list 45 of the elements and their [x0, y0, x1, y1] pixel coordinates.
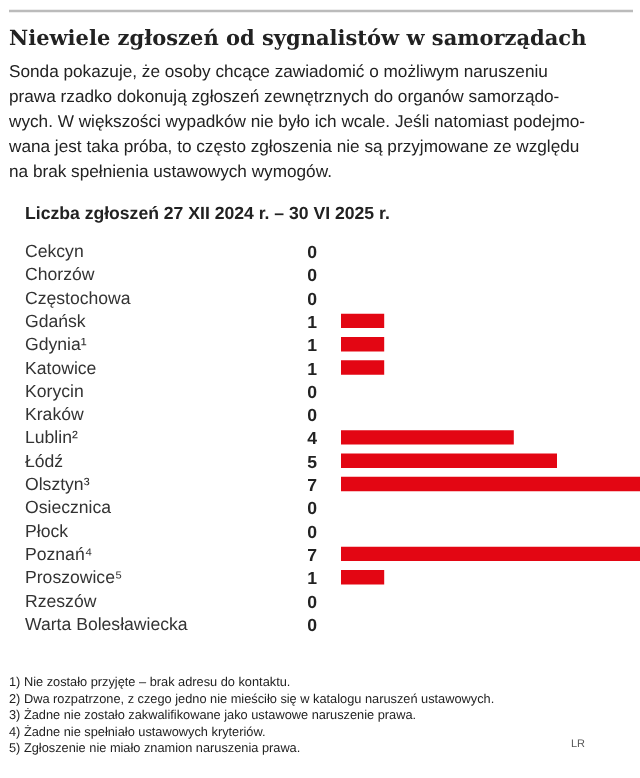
y-tick-label: Łódź [25, 450, 64, 471]
bar [341, 430, 514, 445]
y-tick-label: Korycin [25, 380, 84, 401]
data-label: 0 [307, 381, 318, 402]
y-tick-label: Płock [25, 520, 70, 541]
data-label: 0 [307, 614, 318, 635]
y-tick-label: Lublin² [25, 427, 78, 448]
y-tick-label: Chorzów [25, 264, 96, 285]
bar [341, 313, 385, 329]
y-tick-label: Poznań⁴ [25, 543, 93, 564]
data-label: 0 [307, 591, 318, 612]
data-label: 7 [307, 475, 318, 495]
data-label: 0 [307, 521, 318, 542]
data-label: 5 [307, 451, 318, 472]
data-label: 1 [307, 311, 318, 332]
y-tick-label: Olsztyn³ [25, 474, 90, 494]
bar [341, 336, 385, 352]
y-tick-label: Warta Bolesławiecka [25, 613, 188, 634]
y-tick-label: Cekcyn [25, 241, 84, 261]
data-label: 1 [307, 335, 318, 356]
bar [341, 569, 385, 585]
data-label: 7 [307, 544, 318, 565]
data-label: 0 [307, 265, 318, 286]
data-label: 1 [307, 568, 318, 589]
x-axis-title: Liczba zgłoszeń 27 XII 2024 r. – 30 VI 2025 r. [25, 203, 390, 223]
data-label: 0 [307, 405, 318, 426]
data-label: 4 [307, 428, 318, 449]
bar [341, 453, 557, 468]
data-label: 0 [307, 498, 318, 519]
y-tick-label: Gdynia¹ [25, 334, 87, 355]
bar [341, 546, 640, 562]
bar [341, 476, 640, 492]
y-tick-label: Rzeszów [25, 590, 98, 611]
chart-subtitle: Sonda pokazuje, że osoby chcące zawiadomić o możliwym naruszeniu prawa rzadko dokonują zgłoszeń zewnętrznych do organów samorządo- wych. W większości wypadków nie było ich wcale. Jeśli natomiast podejmo- wana jest taka próba, to często zgłoszenia nie są przyjmowane ze względu na brak spełnienia ustawowych wymogów. [7, 61, 586, 181]
data-label: 0 [307, 242, 318, 262]
bar [341, 360, 385, 375]
chart-title: Niewiele zgłoszeń od sygnalistów w samorządach [9, 27, 588, 51]
y-tick-label: Częstochowa [25, 287, 131, 308]
y-tick-label: Osiecznica [25, 497, 112, 518]
data-label: 0 [307, 288, 318, 309]
y-tick-label: Proszowice⁵ [25, 567, 123, 588]
y-tick-label: Katowice [25, 357, 97, 378]
y-tick-label: Kraków [25, 404, 85, 425]
data-label: 1 [307, 358, 318, 379]
y-tick-label: Gdańsk [25, 310, 87, 331]
